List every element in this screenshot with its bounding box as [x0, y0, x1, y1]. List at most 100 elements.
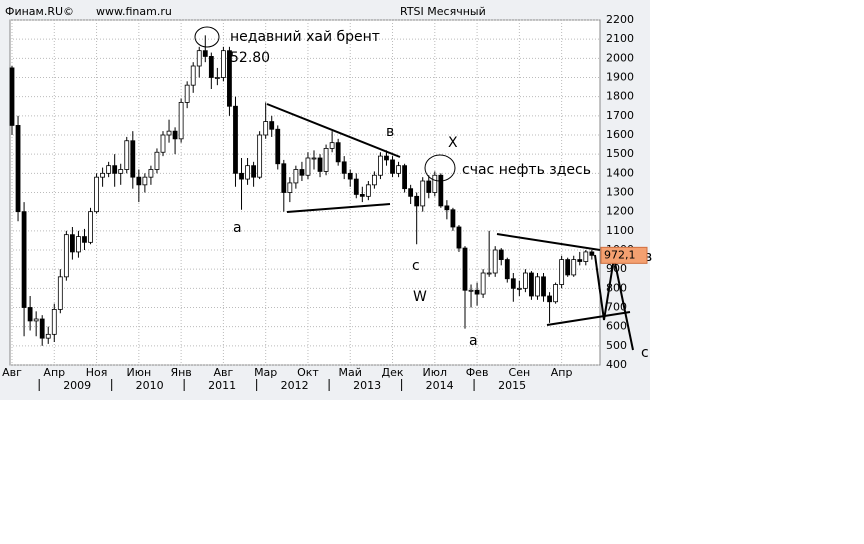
candle-body	[583, 251, 589, 262]
last-price-label: 972,1	[604, 248, 636, 261]
y-tick-label: 2000	[606, 51, 634, 64]
candle-body	[577, 259, 583, 262]
x-tick-label: Дек	[382, 366, 404, 379]
candle-body	[444, 205, 450, 211]
candle-body	[130, 140, 136, 178]
x-tick-label: Апр	[551, 366, 573, 379]
candle-body	[486, 272, 492, 275]
candle-body	[371, 174, 377, 186]
y-tick-label: 1700	[606, 109, 634, 122]
candle-body	[559, 259, 565, 285]
candle-body	[293, 169, 299, 184]
candle-body	[184, 84, 190, 103]
candle-body	[21, 211, 27, 308]
source: Финам.RU©	[5, 5, 74, 18]
annotation: с	[641, 345, 649, 361]
candle-body	[359, 194, 365, 197]
trend-line	[496, 233, 601, 251]
candle-body	[239, 172, 244, 180]
candle-body	[323, 148, 329, 172]
year-label: 2010	[136, 379, 164, 392]
candle-body	[142, 176, 148, 186]
candle-body	[45, 333, 51, 339]
y-tick-label: 600	[606, 320, 627, 333]
candle-body	[462, 247, 468, 291]
candle-body	[227, 50, 232, 107]
candle-body	[396, 165, 401, 174]
candle-body	[516, 287, 522, 290]
x-tick-label: Фев	[466, 366, 489, 379]
candle-body	[287, 182, 293, 193]
y-tick-label: 1900	[606, 71, 634, 84]
candle-body	[553, 284, 558, 303]
candle-body	[571, 259, 577, 276]
circle	[194, 26, 220, 48]
circle	[424, 154, 456, 182]
y-tick-label: 1300	[606, 186, 634, 199]
candle-body	[456, 226, 462, 249]
y-tick-label: 1200	[606, 205, 634, 218]
candle-body	[148, 169, 154, 178]
candle-body	[275, 128, 281, 165]
candle-body	[589, 251, 595, 256]
candle-body	[70, 234, 75, 253]
candle-body	[202, 50, 208, 57]
candle-body	[438, 174, 444, 207]
candle-body	[51, 309, 57, 335]
candle-body	[233, 105, 238, 174]
candle-body	[196, 50, 202, 67]
candle-body	[305, 157, 311, 176]
candle-body	[112, 165, 118, 174]
x-tick-label: Мар	[254, 366, 277, 379]
annotation: X	[448, 135, 458, 151]
candle-body	[335, 142, 341, 163]
candle-body	[33, 318, 39, 322]
wave-line	[594, 254, 634, 351]
drawings	[194, 26, 634, 351]
candle-body	[492, 249, 498, 274]
year-label: 2015	[498, 379, 526, 392]
candle-body	[480, 272, 486, 295]
x-tick-label: Сен	[509, 366, 531, 379]
candle-body	[523, 272, 528, 289]
x-tick-label: Янв	[170, 366, 191, 379]
candle-body	[124, 140, 130, 170]
candle-body	[190, 65, 196, 86]
x-tick-label: Ноя	[86, 366, 108, 379]
candle-body	[263, 121, 269, 136]
candle-body	[402, 165, 408, 190]
candle-body	[281, 163, 287, 193]
candle-body	[529, 272, 534, 297]
x-tick-label: Авг	[214, 366, 234, 379]
candle-body	[118, 169, 124, 174]
candle-body	[63, 234, 69, 278]
x-tick-label: Июл	[423, 366, 448, 379]
candle-body	[57, 276, 63, 310]
candle-body	[450, 209, 456, 228]
year-label: 2009	[63, 379, 91, 392]
x-tick-label: Май	[339, 366, 362, 379]
candles	[9, 35, 595, 346]
candle-body	[432, 174, 438, 193]
candle-body	[414, 195, 420, 207]
trend-line	[286, 203, 391, 213]
annotation: в	[644, 249, 652, 265]
candle-body	[106, 165, 112, 174]
candle-body	[565, 259, 571, 276]
candle-body	[547, 295, 552, 303]
candle-body	[94, 176, 99, 213]
chart-title: RTSI Месячный	[400, 5, 486, 18]
candle-body	[160, 134, 166, 153]
x-tick-label: Апр	[43, 366, 65, 379]
candle-body	[172, 130, 178, 140]
y-tick-label: 900	[606, 262, 627, 275]
trend-line	[266, 103, 401, 158]
y-tick-label: 1100	[606, 224, 634, 237]
y-tick-label: 1500	[606, 147, 634, 160]
source-url: www.finam.ru	[96, 5, 172, 18]
candle-body	[474, 289, 480, 295]
candle-body	[257, 134, 263, 178]
candle-body	[154, 151, 160, 170]
annotation: 52.80	[230, 50, 270, 66]
